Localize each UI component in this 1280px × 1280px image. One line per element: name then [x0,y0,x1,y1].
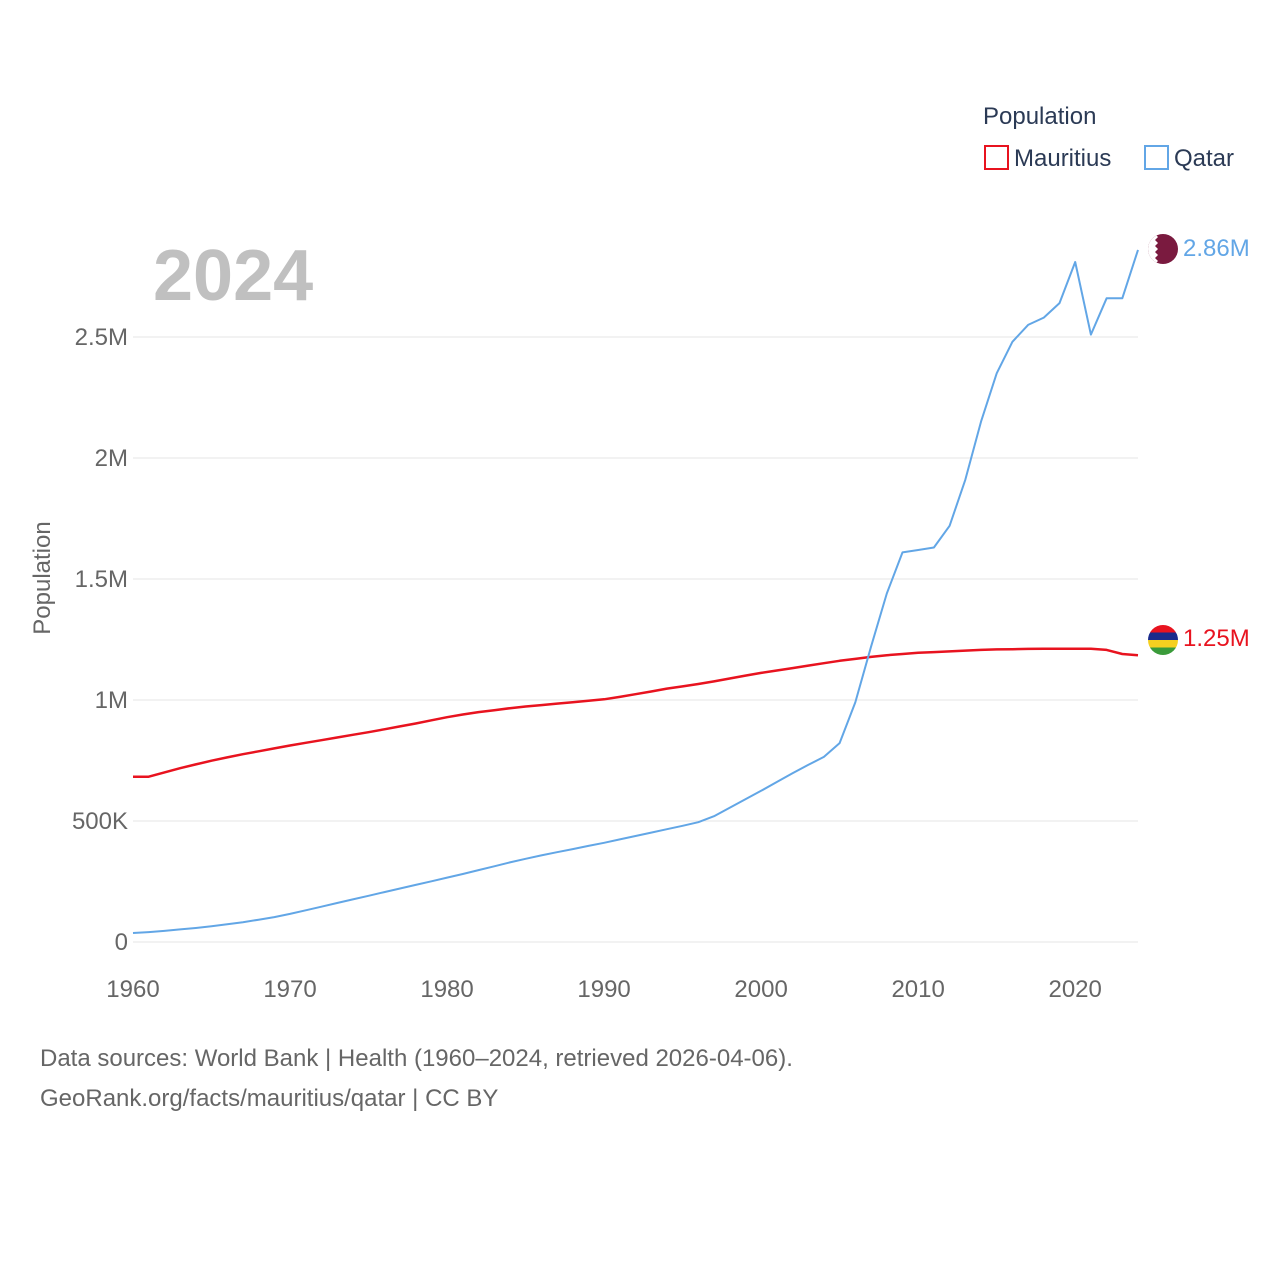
year-label: 2024 [153,236,313,316]
y-axis-title: Population [29,521,56,634]
series-lines [132,249,1139,934]
series-line-qatar [132,249,1139,934]
y-tick-label: 2.5M [75,324,128,351]
legend-label-qatar[interactable]: Qatar [1174,145,1234,172]
legend-label-mauritius[interactable]: Mauritius [1014,145,1111,172]
x-tick-label: 1960 [106,976,159,1003]
mauritius-flag-icon [1148,625,1178,655]
legend-title: Population [983,103,1096,130]
legend-swatch-qatar[interactable] [1144,145,1169,170]
x-tick-label: 1980 [420,976,473,1003]
legend: Population Mauritius Qatar [983,103,1234,172]
y-tick-label: 1.5M [75,566,128,593]
y-tick-label: 0 [115,929,128,956]
gridlines [133,336,1138,943]
y-tick-label: 1M [95,687,128,714]
x-tick-label: 2020 [1048,976,1101,1003]
legend-swatch-mauritius[interactable] [984,145,1009,170]
data-source-note: Data sources: World Bank | Health (1960–… [40,1045,793,1072]
y-tick-label: 500K [72,808,128,835]
x-tick-label: 2000 [734,976,787,1003]
y-tick-label: 2M [95,445,128,472]
qatar-flag-icon [1148,234,1178,264]
y-axis-ticks: 0 500K 1M 1.5M 2M 2.5M [72,324,128,956]
series-line-mauritius [133,647,1139,778]
x-tick-label: 1970 [263,976,316,1003]
x-tick-label: 2010 [891,976,944,1003]
end-label-qatar: 2.86M [1183,235,1250,262]
end-label-mauritius: 1.25M [1183,625,1250,652]
x-axis-ticks: 1960 1970 1980 1990 2000 2010 2020 [106,976,1102,1003]
credit-link[interactable]: GeoRank.org/facts/mauritius/qatar | CC B… [40,1085,499,1112]
x-tick-label: 1990 [577,976,630,1003]
